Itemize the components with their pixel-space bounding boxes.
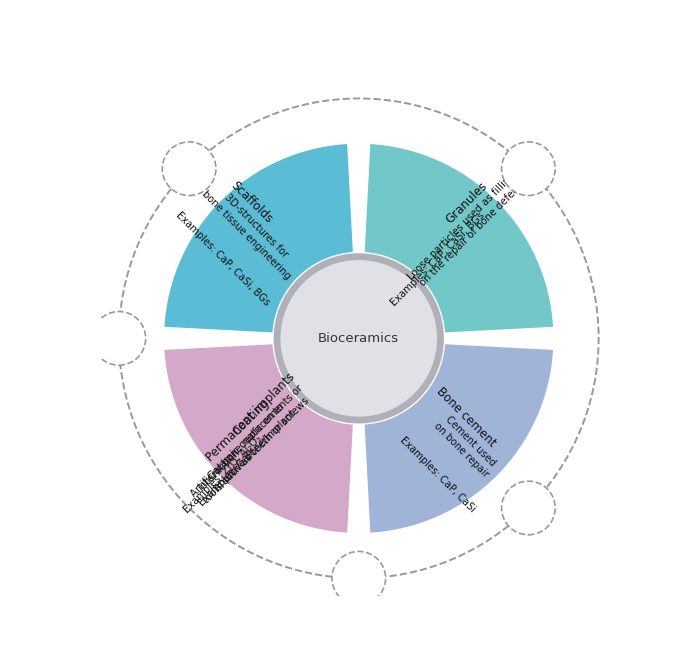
Circle shape bbox=[274, 253, 444, 423]
Text: Examples: CaP, CaSi, BGs: Examples: CaP, CaSi, BGs bbox=[174, 210, 272, 308]
Text: Examples: CaP, CaSi, BGs: Examples: CaP, CaSi, BGs bbox=[389, 210, 486, 308]
Circle shape bbox=[332, 551, 386, 605]
Text: Granules: Granules bbox=[443, 179, 490, 226]
Text: Bone cement: Bone cement bbox=[434, 385, 498, 450]
Text: Permanent implants: Permanent implants bbox=[204, 371, 298, 464]
Text: interaction
Examples: CaP: interaction Examples: CaP bbox=[189, 441, 256, 508]
Wedge shape bbox=[363, 343, 554, 534]
Text: Coating: Coating bbox=[230, 397, 272, 438]
Text: 3D-structures for
bone tissue engineering: 3D-structures for bone tissue engineerin… bbox=[200, 180, 302, 281]
Wedge shape bbox=[163, 143, 354, 334]
Text: Cement used
on bone repair: Cement used on bone repair bbox=[433, 412, 500, 480]
Text: Artificial bone replacements or
tools such as teeth or screws: Artificial bone replacements or tools su… bbox=[188, 383, 314, 509]
Circle shape bbox=[281, 260, 437, 417]
Circle shape bbox=[92, 312, 146, 365]
Text: Ceramic coatic on to
improve bone/implant: Ceramic coatic on to improve bone/implan… bbox=[204, 399, 298, 493]
Wedge shape bbox=[363, 143, 554, 334]
Circle shape bbox=[502, 481, 555, 535]
Text: Bioceramics: Bioceramics bbox=[318, 332, 399, 345]
Wedge shape bbox=[163, 343, 354, 534]
Wedge shape bbox=[163, 343, 354, 534]
Text: Loose particles used as filling
on the repair of bone defect: Loose particles used as filling on the r… bbox=[406, 170, 527, 291]
Circle shape bbox=[162, 142, 216, 196]
Circle shape bbox=[502, 142, 555, 196]
Text: Scaffolds: Scaffolds bbox=[228, 179, 274, 226]
Text: Examples: ZrO, Al₂O₃: Examples: ZrO, Al₂O₃ bbox=[182, 433, 263, 515]
Text: Examples: CaP, CaSi: Examples: CaP, CaSi bbox=[398, 435, 477, 514]
